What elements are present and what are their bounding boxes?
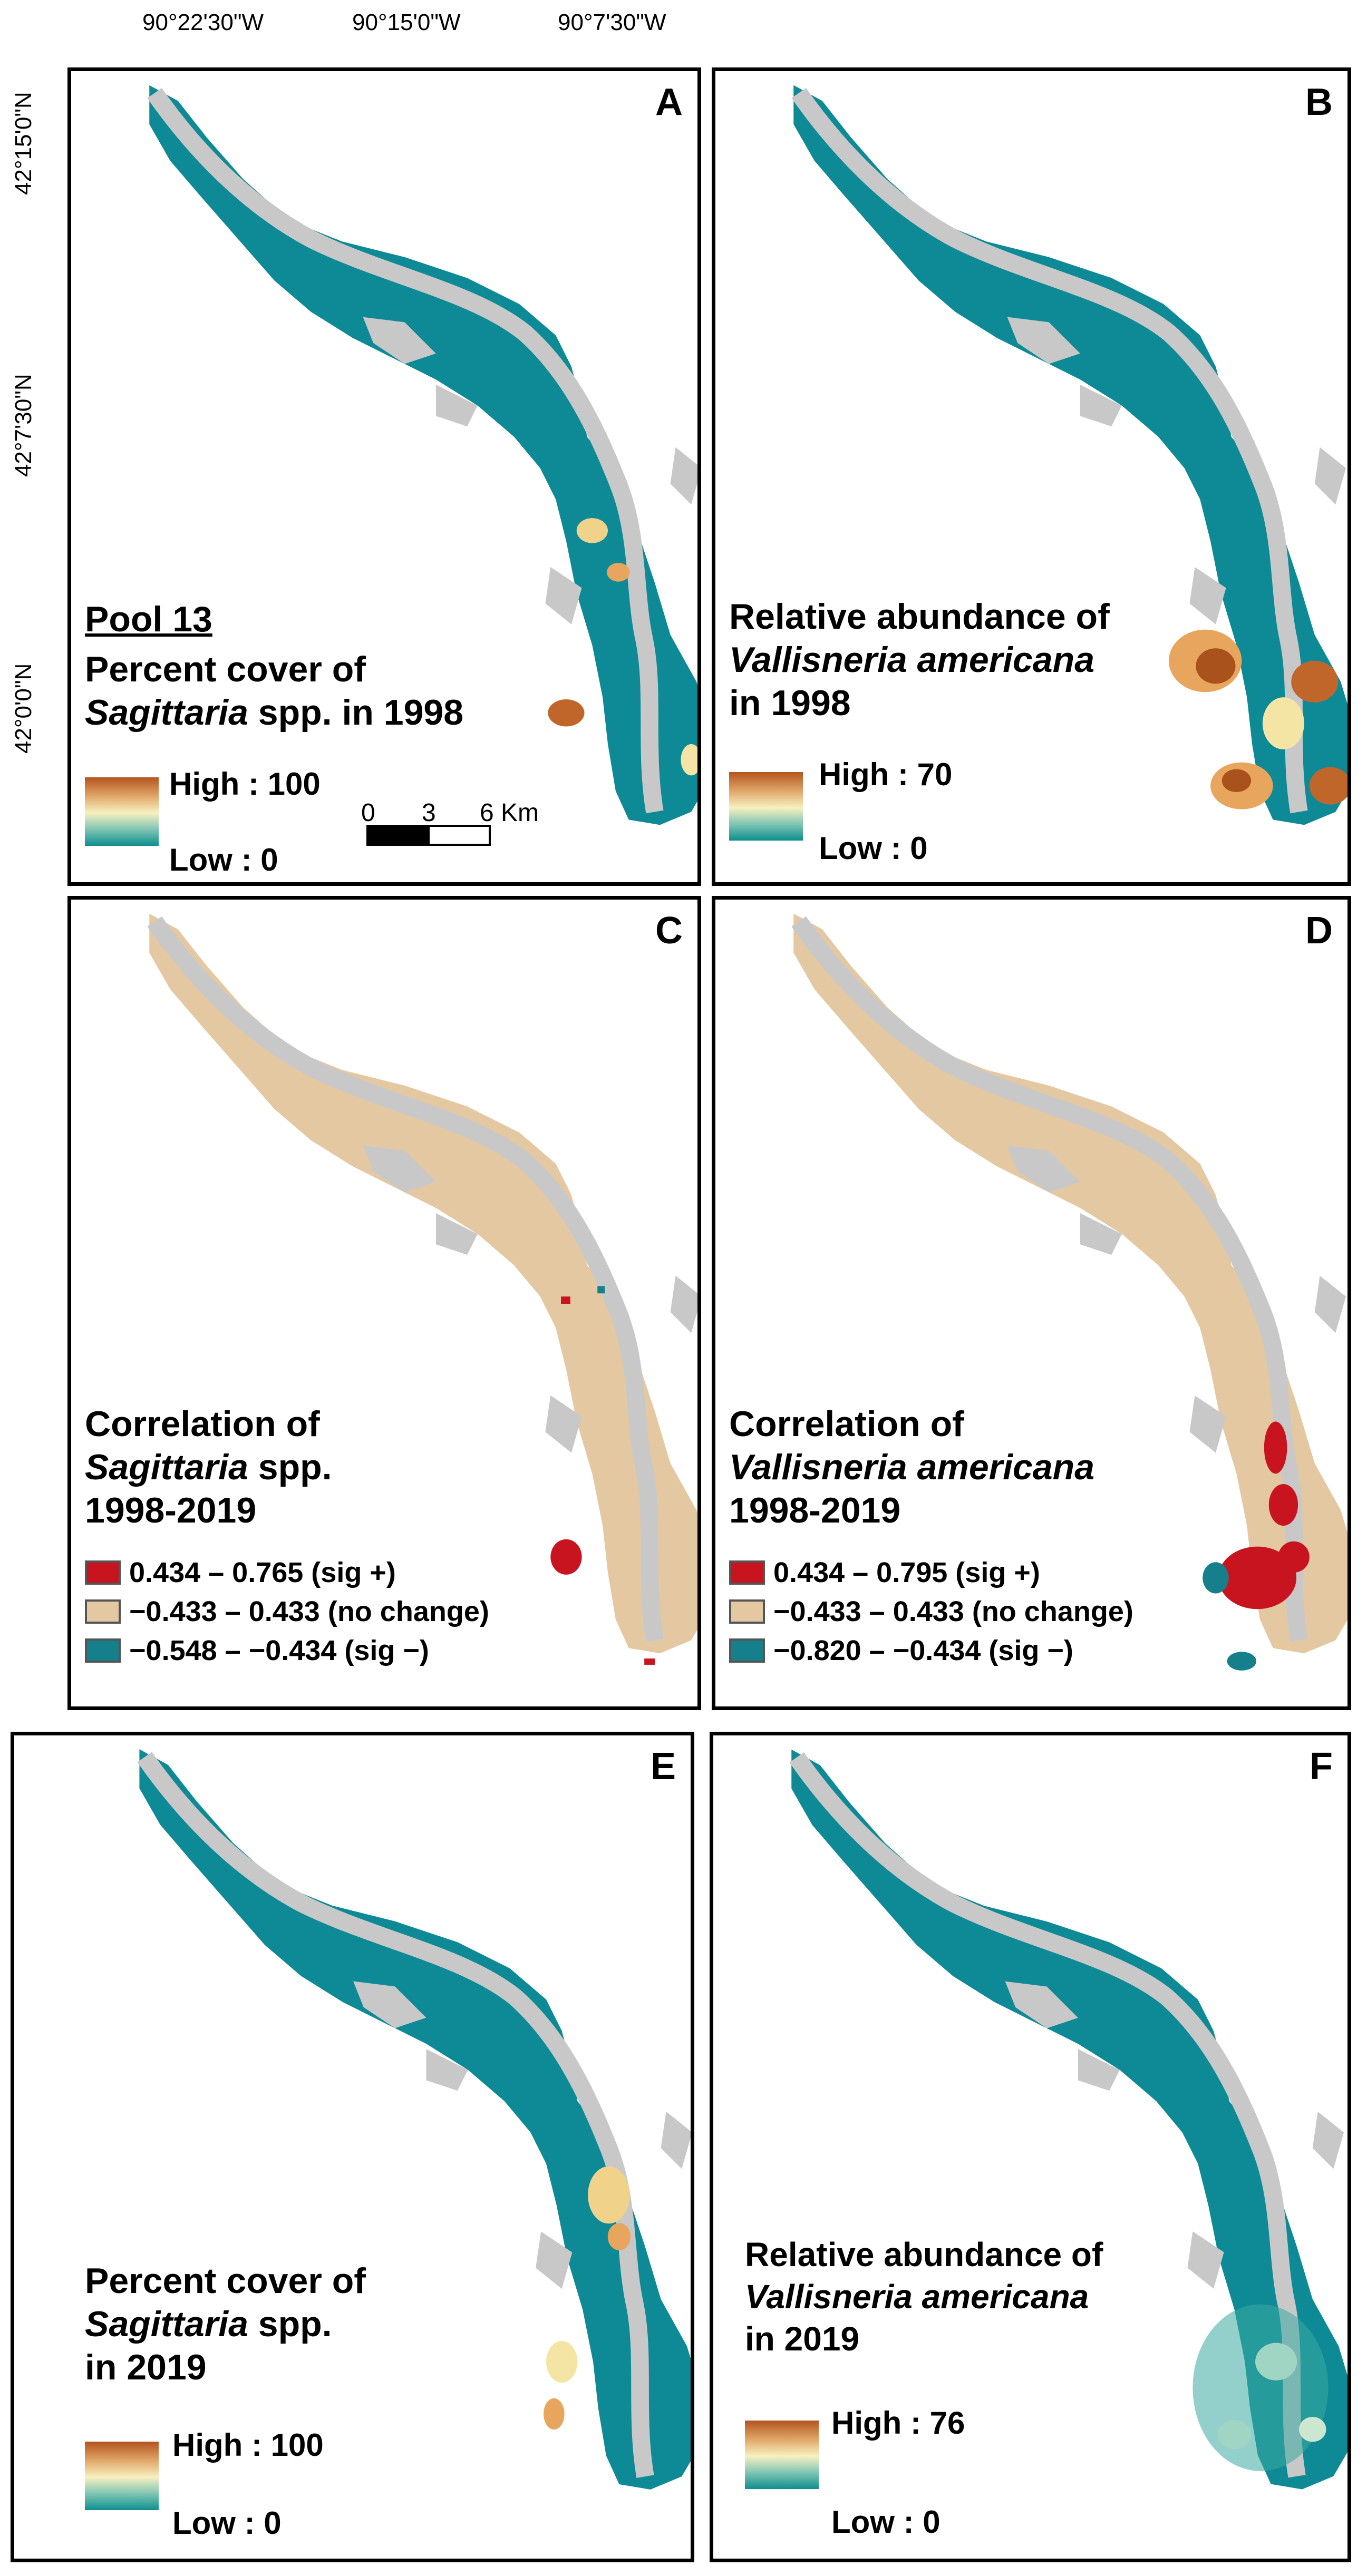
legend-high: High : 70 (819, 757, 953, 792)
panel-b: B Relative abundance of Vallisneria amer… (712, 67, 1351, 886)
lat-tick-3: 42°0'0"N (11, 663, 36, 754)
panel-e: E Percent cover of Sagittaria spp. in 20… (11, 1732, 694, 2562)
legend-swatch-sig-positive (729, 1560, 765, 1585)
pool13-map-sagittaria-2019 (14, 1735, 691, 2490)
legend-swatch-sig-negative (85, 1638, 121, 1663)
panel-title-line2: Vallisneria americana (729, 1447, 1095, 1487)
color-ramp-legend (745, 2421, 819, 2489)
panel-title-line2: Vallisneria americana (729, 640, 1095, 680)
pool13-map-vallisneria-2019 (713, 1735, 1347, 2490)
panel-title-line2: Sagittaria spp. (85, 2304, 332, 2344)
legend-high: High : 100 (172, 2427, 324, 2463)
legend-low: Low : 0 (169, 842, 278, 877)
color-ramp-legend (85, 2442, 159, 2510)
legend-no-change: −0.433 – 0.433 (no change) (129, 1596, 489, 1627)
panel-letter: D (1305, 910, 1333, 952)
panel-f: F Relative abundance of Vallisneria amer… (710, 1732, 1351, 2562)
panel-title-line3: in 2019 (85, 2347, 207, 2387)
panel-title-line3: in 2019 (745, 2320, 860, 2358)
legend-sig-positive: 0.434 – 0.795 (sig +) (773, 1557, 1040, 1588)
legend-sig-negative: −0.820 – −0.434 (sig −) (773, 1635, 1073, 1666)
panel-title-line1: Correlation of (85, 1404, 320, 1444)
legend-swatch-no-change (729, 1599, 765, 1624)
legend-swatch-no-change (85, 1599, 121, 1624)
lon-tick-1: 90°22'30"W (142, 9, 264, 35)
panel-a: A Pool 13 Percent cover of Sagittaria sp… (67, 67, 701, 886)
lat-tick-1: 42°15'0"N (11, 92, 36, 195)
color-ramp-legend (729, 772, 803, 841)
panel-title-line3: 1998-2019 (729, 1490, 901, 1530)
panel-title-line1: Relative abundance of (745, 2236, 1103, 2273)
legend-sig-positive: 0.434 – 0.765 (sig +) (129, 1557, 396, 1588)
pool13-map-sagittaria-1998 (71, 71, 697, 825)
panel-title-line1: Percent cover of (85, 649, 366, 689)
panel-title-line2: Sagittaria spp. in 1998 (85, 692, 464, 733)
panel-c: C Correlation of Sagittaria spp. 1998-20… (67, 896, 701, 1710)
panel-title-line3: in 1998 (729, 683, 851, 723)
lat-tick-2: 42°7'30"N (11, 374, 36, 477)
legend-low: Low : 0 (819, 831, 928, 866)
panel-title-line1: Relative abundance of (729, 597, 1110, 637)
pool13-map-correlation-sagittaria (71, 900, 697, 1665)
pool13-map-correlation-vallisneria (715, 900, 1347, 1671)
legend-swatch-sig-negative (729, 1638, 765, 1663)
pool-title: Pool 13 (85, 599, 212, 639)
lon-tick-3: 90°7'30"W (558, 9, 666, 35)
panel-letter: C (655, 910, 683, 952)
panel-title-line2: Vallisneria americana (745, 2278, 1089, 2316)
panel-letter: A (655, 81, 683, 123)
legend-low: Low : 0 (831, 2504, 941, 2540)
panel-d: D Correlation of Vallisneria americana 1… (712, 896, 1351, 1710)
lon-tick-2: 90°15'0"W (352, 9, 461, 35)
legend-sig-negative: −0.548 – −0.434 (sig −) (129, 1635, 429, 1666)
pool13-map-vallisneria-1998 (715, 71, 1347, 825)
panel-title-line1: Percent cover of (85, 2261, 366, 2301)
legend-no-change: −0.433 – 0.433 (no change) (773, 1596, 1133, 1627)
panel-letter: E (650, 1745, 676, 1788)
panel-title-line1: Correlation of (729, 1404, 964, 1444)
panel-title-line3: 1998-2019 (85, 1490, 257, 1530)
legend-high: High : 76 (831, 2405, 965, 2441)
panel-title-line2: Sagittaria spp. (85, 1447, 332, 1487)
legend-high: High : 100 (169, 766, 321, 802)
scale-bar: 0 3 6 Km (361, 798, 539, 851)
panel-letter: B (1305, 81, 1333, 123)
legend-swatch-sig-positive (85, 1560, 121, 1585)
panel-letter: F (1310, 1745, 1333, 1788)
legend-low: Low : 0 (172, 2505, 282, 2541)
color-ramp-legend (85, 777, 159, 846)
